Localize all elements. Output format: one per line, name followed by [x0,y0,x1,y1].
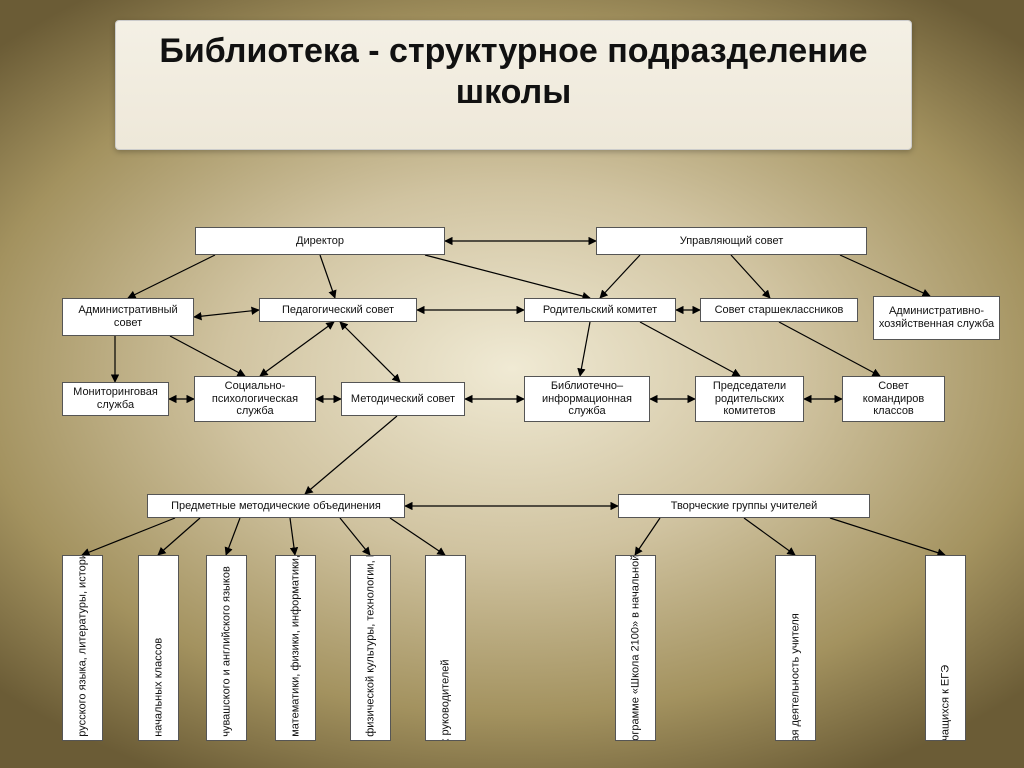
edge-29 [390,518,445,555]
vnode-1: МО учителей начальных классов [138,555,179,741]
edge-11 [170,336,245,376]
node-class_cmd: Совет командиров классов [842,376,945,422]
edge-1 [128,255,215,298]
slide-title-text: Библиотека - структурное подразделение ш… [159,32,867,111]
node-method: Методический совет [341,382,465,416]
vnode-label-7: Аналитическая деятельность учителя [789,648,802,741]
edge-27 [290,518,295,555]
vnode-7: Аналитическая деятельность учителя [775,555,816,741]
edge-5 [731,255,770,298]
vnode-label-5: МО классных руководителей [439,648,452,741]
edge-28 [340,518,370,555]
node-admin_council: Административный совет [62,298,194,336]
vnode-label-4: МО учителей физической культуры, техноло… [364,648,377,741]
slide-title: Библиотека - структурное подразделение ш… [115,20,912,150]
edge-31 [744,518,795,555]
edge-14 [580,322,590,376]
node-creative: Творческие группы учителей [618,494,870,518]
node-libinfo: Библиотечно– информационная служба [524,376,650,422]
edge-24 [82,518,175,555]
edge-7 [194,310,259,317]
vnode-label-2: МО учителей чувашского и английского язы… [220,648,233,741]
edge-2 [320,255,335,298]
edge-15 [640,322,740,376]
node-ahs: Административно-хозяйственная служба [873,296,1000,340]
edge-32 [830,518,945,555]
edge-12 [260,322,334,376]
edge-25 [158,518,200,555]
edge-3 [425,255,590,298]
vnode-3: МО учителей математики, физики, информат… [275,555,316,741]
node-ped_council: Педагогический совет [259,298,417,322]
node-monitoring: Мониторинговая служба [62,382,169,416]
edge-30 [635,518,660,555]
node-director: Директор [195,227,445,255]
vnode-label-8: Подготовка учащихся к ЕГЭ [939,648,952,741]
edge-4 [600,255,640,298]
vnode-4: МО учителей физической культуры, техноло… [350,555,391,741]
node-pmo: Предметные методические объединения [147,494,405,518]
node-socpsych: Социально-психологическая служба [194,376,316,422]
vnode-8: Подготовка учащихся к ЕГЭ [925,555,966,741]
vnode-label-6: Работа по программе «Школа 2100» в начал… [629,648,642,741]
vnode-6: Работа по программе «Школа 2100» в начал… [615,555,656,741]
vnode-5: МО классных руководителей [425,555,466,741]
node-senior_council: Совет старшеклассников [700,298,858,322]
vnode-label-3: МО учителей математики, физики, информат… [289,648,302,741]
edge-22 [305,416,397,494]
vnode-2: МО учителей чувашского и английского язы… [206,555,247,741]
vnode-label-1: МО учителей начальных классов [152,648,165,741]
edge-6 [840,255,930,296]
node-parent_chairs: Председатели родительских комитетов [695,376,804,422]
node-board: Управляющий совет [596,227,867,255]
vnode-label-0: МО учителей русского языка, литературы, … [76,648,89,741]
edge-26 [226,518,240,555]
vnode-0: МО учителей русского языка, литературы, … [62,555,103,741]
edge-13 [340,322,400,382]
node-parent_comm: Родительский комитет [524,298,676,322]
edge-16 [779,322,880,376]
